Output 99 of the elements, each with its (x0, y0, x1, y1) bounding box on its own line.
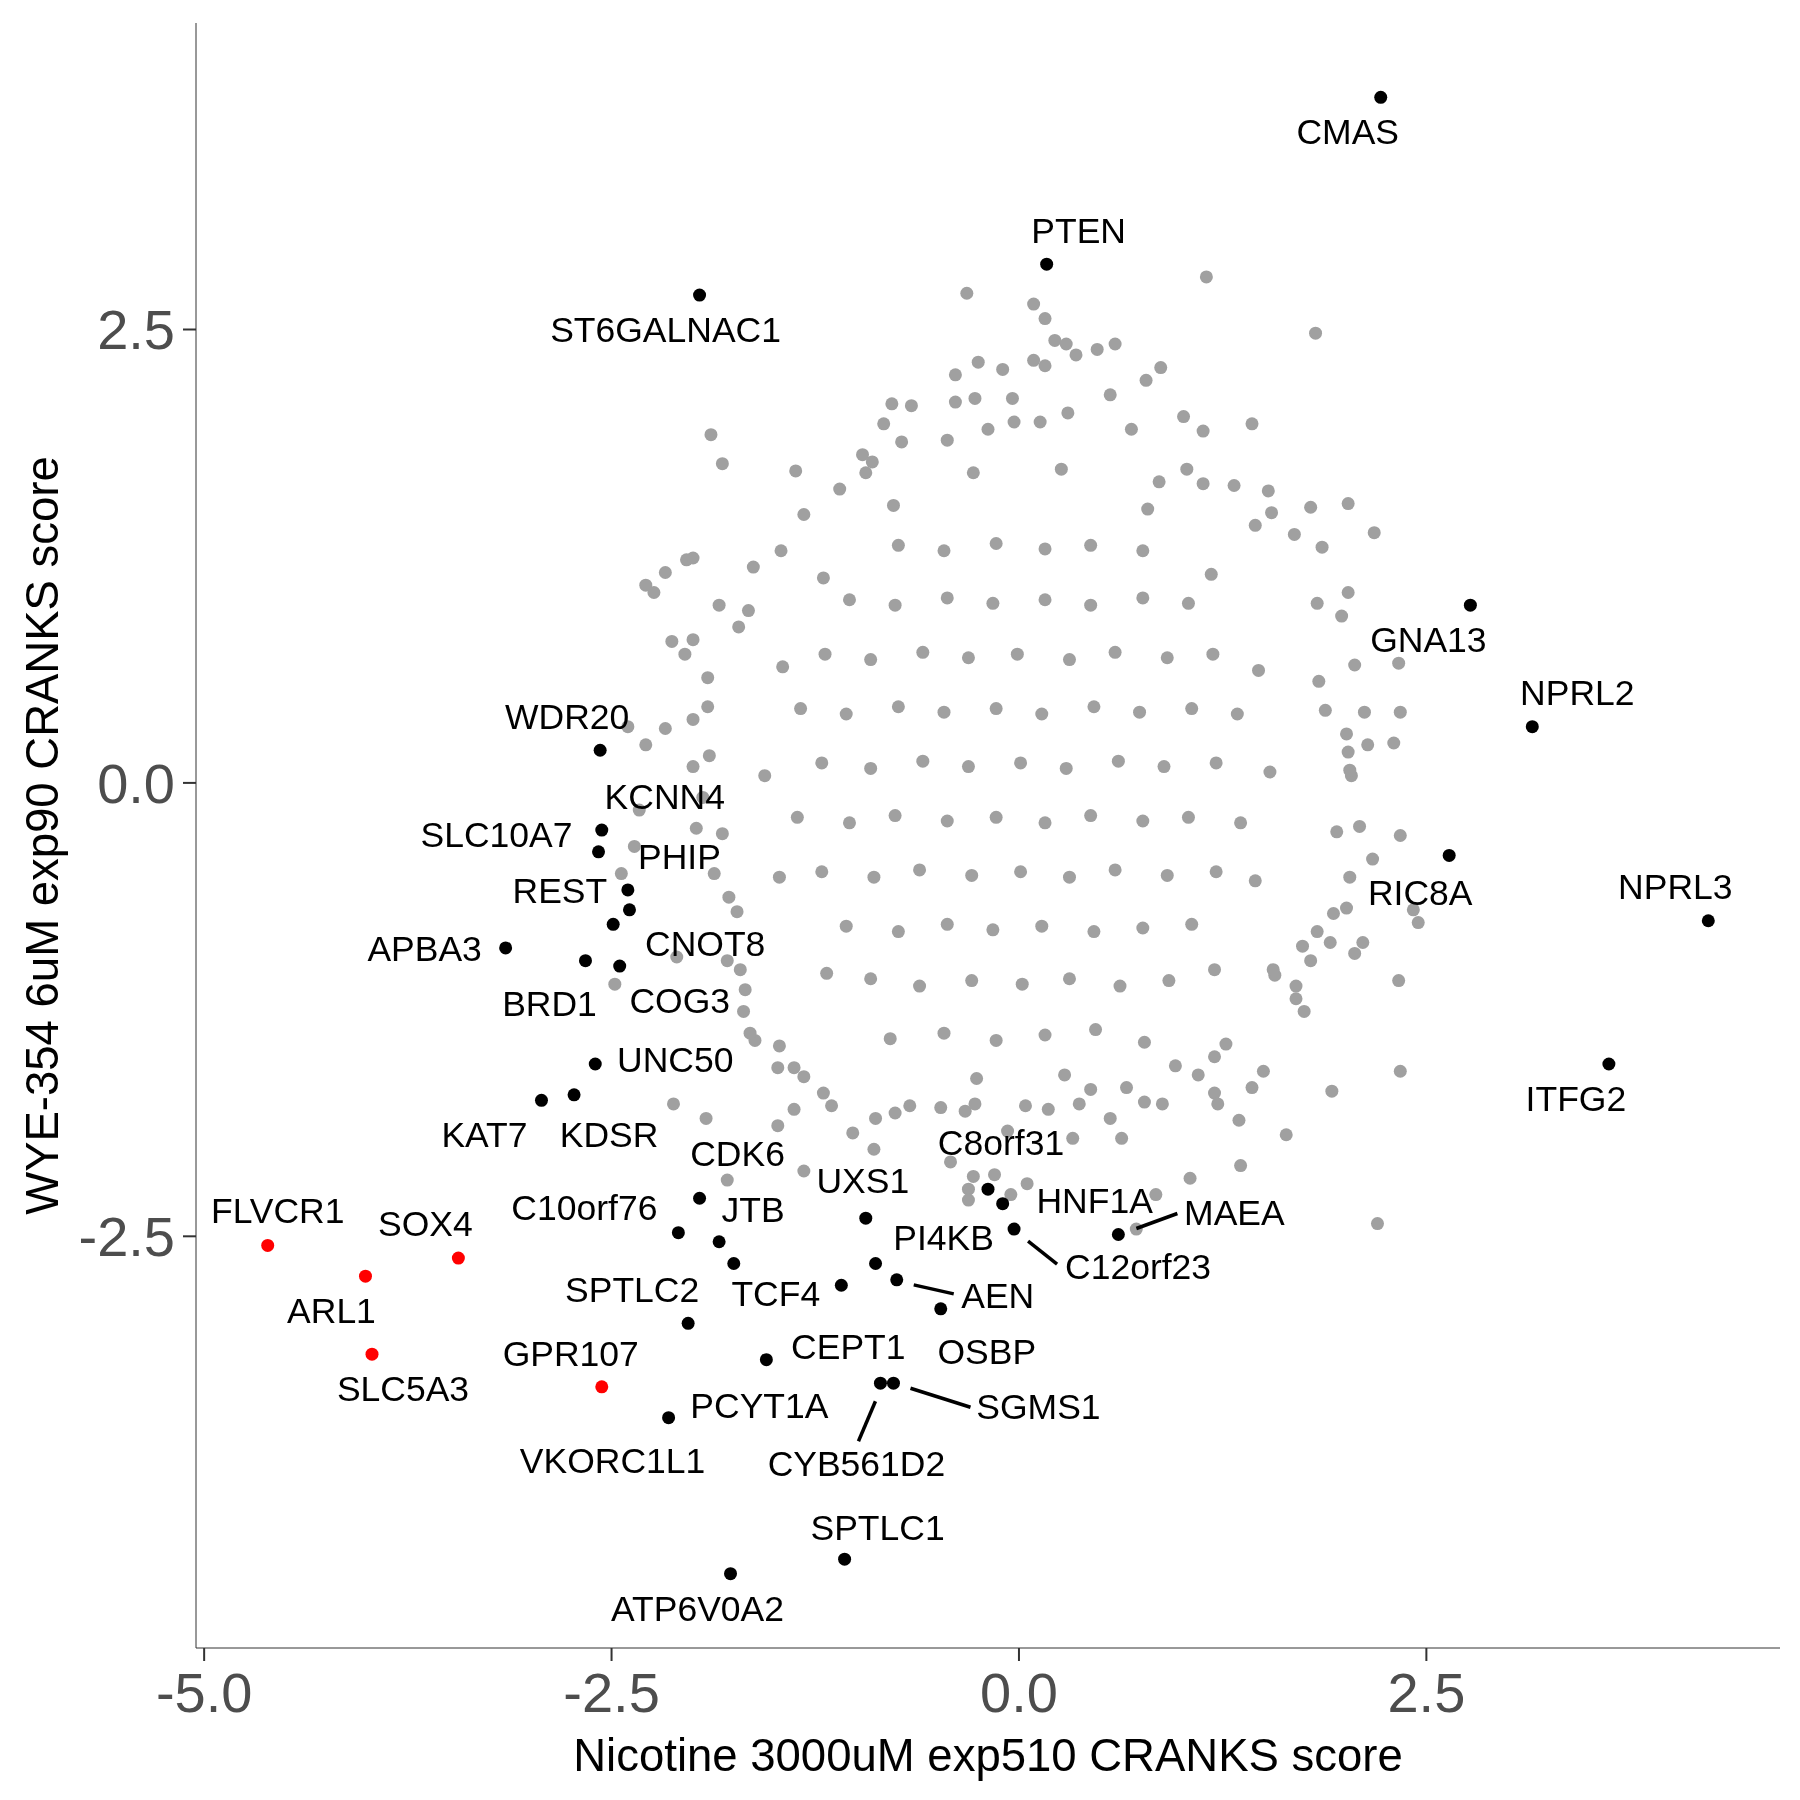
point (595, 1380, 609, 1394)
point (890, 1273, 904, 1287)
point (613, 959, 627, 973)
point (622, 903, 636, 917)
point (681, 1316, 695, 1330)
annotation: CMAS (1296, 112, 1400, 153)
y-tick-label: 2.5 (97, 298, 175, 362)
point (358, 1269, 372, 1283)
point (595, 823, 609, 837)
annotation: CYB561D2 (767, 1444, 946, 1485)
point (886, 1376, 900, 1390)
annotation: SGMS1 (976, 1387, 1101, 1428)
point (1701, 914, 1715, 928)
point (1463, 598, 1477, 612)
annotation: GNA13 (1370, 620, 1487, 661)
point (451, 1251, 465, 1265)
point (727, 1257, 741, 1271)
point (869, 1257, 883, 1271)
point (621, 883, 635, 897)
point (873, 1376, 887, 1390)
x-axis-title: Nicotine 3000uM exp510 CRANKS score (573, 1730, 1403, 1781)
annotation: SLC5A3 (336, 1369, 470, 1410)
point (1111, 1228, 1125, 1241)
point (996, 1197, 1010, 1211)
point (499, 941, 513, 955)
point (1442, 848, 1456, 862)
annotation: KAT7 (441, 1115, 528, 1156)
annotation: SPTLC2 (565, 1270, 700, 1311)
point (759, 1353, 773, 1367)
point (567, 1088, 581, 1102)
annotation: ATP6V0A2 (611, 1588, 785, 1629)
point (693, 288, 707, 302)
annotation: VKORC1L1 (519, 1440, 706, 1481)
point (724, 1567, 738, 1581)
point (693, 1191, 707, 1205)
annotation: ARL1 (287, 1291, 376, 1332)
annotation: COG3 (629, 981, 731, 1022)
annotation: SLC10A7 (420, 814, 573, 855)
point (606, 917, 620, 931)
annotation: CNOT8 (645, 924, 766, 965)
y-tick-label: -2.5 (78, 1205, 175, 1269)
y-axis-title: WYE-354 6uM exp90 CRANKS score (17, 456, 68, 1215)
annotation: CEPT1 (791, 1327, 906, 1368)
point (588, 1057, 602, 1071)
annotation: GPR107 (502, 1333, 639, 1374)
point (578, 954, 592, 968)
point (593, 743, 607, 757)
point (834, 1278, 848, 1292)
x-tick-label: -2.5 (563, 1660, 660, 1724)
annotation: SPTLC1 (810, 1508, 945, 1549)
point (1007, 1222, 1021, 1236)
point (662, 1411, 676, 1425)
annotation: C12orf23 (1065, 1247, 1212, 1288)
annotation: AEN (961, 1275, 1035, 1316)
annotation: RIC8A (1367, 873, 1473, 914)
annotation: ST6GALNAC1 (550, 310, 781, 351)
y-tick-label: 0.0 (97, 751, 175, 815)
point (981, 1182, 995, 1196)
point (1374, 90, 1388, 104)
annotation: TCF4 (731, 1273, 821, 1314)
point (534, 1093, 548, 1107)
point (365, 1347, 379, 1361)
annotation: HNF1A (1036, 1180, 1154, 1221)
point (859, 1211, 873, 1225)
annotation: BRD1 (502, 983, 597, 1024)
annotation: OSBP (937, 1331, 1037, 1372)
annotation: WDR20 (505, 697, 630, 738)
point (934, 1302, 948, 1316)
x-tick-label: 0.0 (980, 1660, 1058, 1724)
point (712, 1235, 726, 1249)
annotation: SOX4 (378, 1204, 473, 1245)
annotation: PCYT1A (690, 1385, 829, 1426)
point (1602, 1057, 1616, 1071)
annotation: UNC50 (617, 1040, 734, 1081)
x-tick-label: 2.5 (1387, 1660, 1466, 1724)
point (671, 1226, 685, 1240)
annotation: C10orf76 (511, 1187, 658, 1228)
annotation: CDK6 (690, 1134, 785, 1175)
annotation: FLVCR1 (210, 1191, 345, 1232)
point (1525, 720, 1539, 734)
x-tick-label: -5.0 (155, 1660, 253, 1724)
annotation: APBA3 (367, 928, 482, 969)
point (1040, 257, 1054, 271)
point (838, 1552, 852, 1566)
annotation: PI4KB (893, 1217, 994, 1258)
annotation: REST (512, 870, 608, 911)
annotation: C8orf31 (937, 1123, 1065, 1164)
annotation: PTEN (1031, 211, 1127, 252)
point (261, 1238, 275, 1252)
annotation: ITFG2 (1525, 1079, 1627, 1120)
annotation: KDSR (559, 1114, 659, 1155)
annotation: KCNN4 (604, 777, 725, 818)
annotation: PHIP (638, 836, 721, 877)
point (592, 845, 606, 859)
annotation: JTB (721, 1189, 785, 1230)
annotation: UXS1 (816, 1161, 910, 1202)
annotation: MAEA (1184, 1193, 1285, 1234)
annotation: NPRL2 (1520, 672, 1635, 713)
annotation: NPRL3 (1618, 866, 1733, 907)
